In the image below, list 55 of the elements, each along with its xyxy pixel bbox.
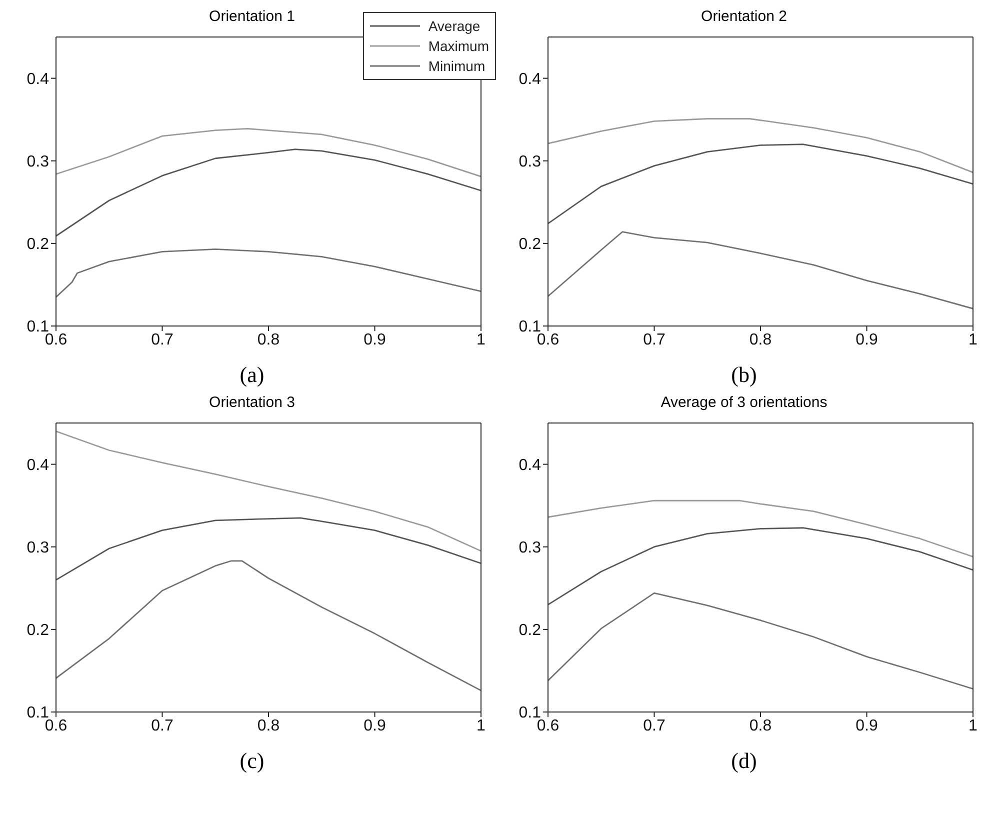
x-tick-label: 0.9 [364,717,386,734]
y-tick-label: 0.3 [26,154,50,171]
y-tick-label: 0.3 [518,540,542,557]
legend-label: Minimum [428,58,486,74]
y-tick-label: 0.3 [518,154,542,171]
y-tick-label: 0.4 [26,456,50,474]
y-tick-label: 0.4 [26,70,50,88]
x-tick-label: 1 [476,331,486,348]
line-series [548,118,973,174]
y-tick-label: 0.3 [26,540,50,557]
line-series [56,560,481,692]
x-tick-label: 0.9 [364,331,386,348]
line-series [56,517,481,581]
line-series [548,527,973,606]
line-series [548,231,973,310]
x-tick-label: 0.8 [257,717,280,734]
x-tick-label: 0.8 [749,717,772,734]
line-series [56,430,481,552]
line-series [56,148,481,237]
y-tick-label: 0.4 [518,70,542,88]
chart-title: Orientation 1 [209,8,295,25]
legend-label: Average [428,18,480,34]
line-series [56,128,481,178]
x-tick-label: 0.6 [44,717,68,734]
x-tick-label: 0.6 [44,331,68,348]
text: (d) [730,748,758,774]
line-series [56,248,481,298]
x-tick-label: 0.7 [643,717,666,734]
line-series [548,500,973,558]
x-tick-label: 1 [968,331,978,348]
y-tick-label: 0.2 [518,622,542,640]
x-tick-label: 0.6 [536,331,560,348]
x-tick-label: 0.7 [151,331,174,348]
text: (b) [730,362,758,388]
y-tick-label: 0.2 [518,236,542,254]
x-tick-label: 0.9 [856,717,878,734]
x-tick-label: 0.9 [856,331,878,348]
legend-label: Maximum [428,38,489,54]
text: (a) [238,362,266,388]
x-tick-label: 1 [476,717,486,734]
line-series [548,144,973,224]
text: (c) [238,748,266,774]
chart-title: Orientation 2 [700,8,788,27]
chart-title: Average of 3 orientations [660,394,828,413]
y-tick-label: 0.2 [26,236,50,254]
x-tick-label: 0.8 [749,331,772,348]
x-tick-label: 0.7 [151,717,174,734]
y-tick-label: 0.2 [26,622,50,640]
x-tick-label: 0.6 [536,717,560,734]
x-tick-label: 1 [968,717,978,734]
chart-title: Orientation 3 [208,394,296,413]
x-tick-label: 0.8 [257,331,280,348]
line-series [548,592,973,690]
y-tick-label: 0.4 [518,456,542,474]
x-tick-label: 0.7 [643,331,666,348]
